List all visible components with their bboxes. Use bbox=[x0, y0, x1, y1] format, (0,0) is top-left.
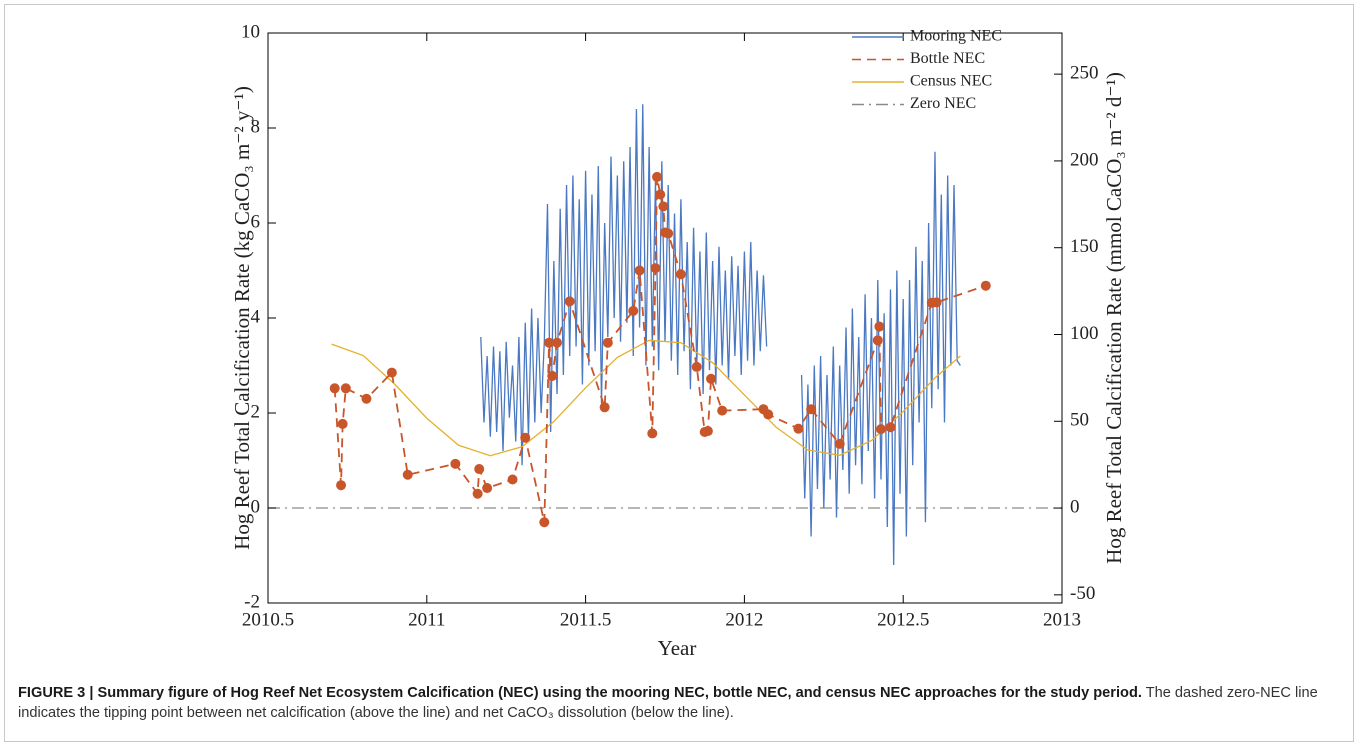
y-axis-label: Hog Reef Total Calcification Rate (kg Ca… bbox=[230, 86, 254, 550]
caption: FIGURE 3 | Summary figure of Hog Reef Ne… bbox=[18, 683, 1338, 723]
legend-label: Bottle NEC bbox=[910, 50, 985, 67]
series-marker bbox=[647, 428, 658, 439]
figure-frame bbox=[4, 4, 1354, 742]
y2-tick-label: 200 bbox=[1070, 149, 1099, 170]
series-marker bbox=[386, 367, 397, 378]
series-marker bbox=[599, 402, 610, 413]
y2-tick-label: 100 bbox=[1070, 323, 1099, 344]
x-tick-label: 2011.5 bbox=[560, 609, 612, 630]
series-marker bbox=[834, 438, 845, 449]
x-tick-label: 2011 bbox=[408, 609, 445, 630]
series-marker bbox=[450, 458, 461, 469]
series-marker bbox=[552, 337, 563, 348]
series-marker bbox=[658, 201, 669, 212]
series-marker bbox=[980, 280, 991, 291]
y2-tick-label: 50 bbox=[1070, 410, 1089, 431]
series-marker bbox=[337, 418, 348, 429]
series-marker bbox=[507, 474, 518, 485]
series-marker bbox=[872, 335, 883, 346]
legend-label: Mooring NEC bbox=[910, 28, 1002, 45]
y2-tick-label: 250 bbox=[1070, 62, 1099, 83]
series-marker bbox=[520, 432, 531, 443]
series-marker bbox=[544, 337, 555, 348]
series-marker bbox=[763, 409, 774, 420]
series-marker bbox=[474, 464, 485, 475]
x-tick-label: 2013 bbox=[1043, 609, 1081, 630]
series-marker bbox=[655, 189, 666, 200]
series-marker bbox=[336, 480, 347, 491]
y-tick-label: 2 bbox=[251, 401, 261, 422]
series-marker bbox=[628, 305, 639, 316]
series-marker bbox=[875, 424, 886, 435]
legend-label: Zero NEC bbox=[910, 95, 976, 112]
series-marker bbox=[885, 422, 896, 433]
series-marker bbox=[663, 228, 674, 239]
series-marker bbox=[717, 405, 728, 416]
series-marker bbox=[329, 383, 340, 394]
y-tick-label: 8 bbox=[251, 116, 261, 137]
series-marker bbox=[793, 423, 804, 434]
y-tick-label: 0 bbox=[251, 496, 261, 517]
x-tick-label: 2010.5 bbox=[242, 609, 294, 630]
series-marker bbox=[402, 469, 413, 480]
series-marker bbox=[361, 393, 372, 404]
series-marker bbox=[650, 263, 661, 274]
y2-axis-label: Hog Reef Total Calcification Rate (mmol … bbox=[1102, 72, 1126, 564]
y2-tick-label: 150 bbox=[1070, 236, 1099, 257]
x-axis-label: Year bbox=[658, 636, 697, 660]
x-tick-label: 2012.5 bbox=[877, 609, 929, 630]
series-marker bbox=[675, 269, 686, 280]
series-marker bbox=[564, 296, 575, 307]
series-line bbox=[480, 104, 961, 566]
caption-bold: FIGURE 3 | Summary figure of Hog Reef Ne… bbox=[18, 685, 1142, 701]
series-marker bbox=[706, 373, 717, 384]
y-tick-label: -2 bbox=[244, 591, 260, 612]
caption-text: The dashed zero-NEC line indicates the t… bbox=[18, 685, 1318, 721]
series-marker bbox=[691, 361, 702, 372]
series-marker bbox=[547, 370, 558, 381]
series-marker bbox=[472, 488, 483, 499]
series-marker bbox=[806, 404, 817, 415]
y-tick-label: 6 bbox=[251, 211, 261, 232]
series-marker bbox=[340, 383, 351, 394]
series-marker bbox=[652, 171, 663, 182]
series-marker bbox=[931, 297, 942, 308]
y-tick-label: 10 bbox=[241, 21, 260, 42]
series-marker bbox=[602, 337, 613, 348]
chart: Year Hog Reef Total Calcification Rate (… bbox=[230, 21, 1126, 660]
series-marker bbox=[482, 483, 493, 494]
y2-tick-label: 0 bbox=[1070, 496, 1080, 517]
y-tick-label: 4 bbox=[251, 306, 261, 327]
x-tick-label: 2012 bbox=[725, 609, 763, 630]
series-line bbox=[331, 339, 961, 457]
series-marker bbox=[702, 426, 713, 437]
series-marker bbox=[634, 265, 645, 276]
series-marker bbox=[874, 321, 885, 332]
legend-label: Census NEC bbox=[910, 73, 992, 90]
series-marker bbox=[539, 517, 550, 528]
y2-tick-label: -50 bbox=[1070, 583, 1095, 604]
